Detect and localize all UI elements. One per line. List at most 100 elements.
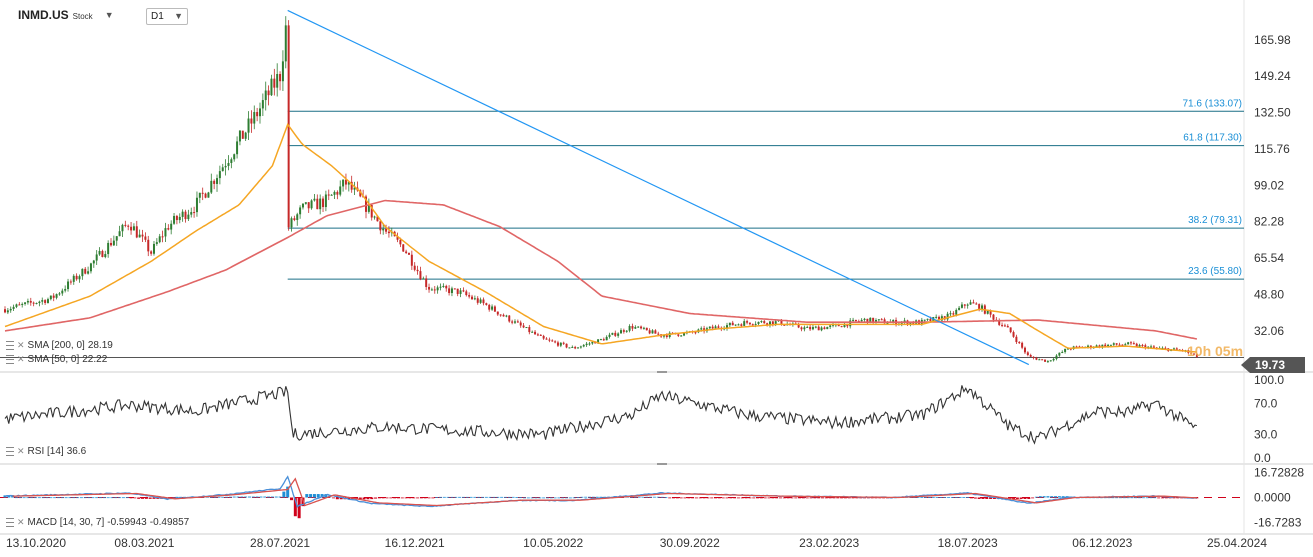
candle [124, 224, 127, 226]
timeframe-select[interactable]: D1 ▼ [146, 8, 188, 25]
macd-histogram-bar [37, 497, 41, 499]
fib-level-label: 71.6 (133.07) [1183, 98, 1243, 109]
macd-histogram-bar [1149, 497, 1153, 499]
candle [178, 216, 181, 221]
candle [379, 221, 382, 231]
macd-histogram-bar [286, 486, 290, 498]
candle [442, 285, 445, 287]
candle [565, 343, 568, 348]
sma200-line [4, 199, 1198, 340]
candle [158, 236, 161, 243]
candle [241, 130, 244, 139]
macd-histogram-bar [660, 496, 664, 498]
candle [545, 338, 548, 340]
macd-histogram-bar [836, 497, 840, 499]
close-icon[interactable]: ✕ [17, 354, 25, 364]
candle [975, 303, 978, 305]
candle [1075, 346, 1078, 348]
macd-histogram-bar [41, 497, 45, 499]
macd-histogram-bar [1027, 497, 1031, 499]
settings-icon[interactable] [6, 518, 14, 527]
candle [307, 202, 310, 209]
candle [118, 231, 121, 237]
close-icon[interactable]: ✕ [17, 446, 25, 456]
candle [193, 212, 196, 214]
candle [1138, 344, 1141, 347]
macd-histogram-bar [641, 496, 645, 498]
candle [350, 181, 353, 190]
candle [161, 236, 164, 238]
macd-histogram-bar [423, 497, 427, 499]
macd-histogram-bar [362, 497, 366, 500]
fib-level-label: 23.6 (55.80) [1188, 266, 1242, 277]
macd-histogram-bar [1134, 497, 1138, 499]
macd-histogram-bar [1065, 496, 1069, 498]
macd-histogram-bar [794, 497, 798, 499]
candle [296, 214, 299, 220]
indicator-sma200: ✕ SMA [200, 0] 28.19 [6, 340, 113, 351]
settings-icon[interactable] [6, 341, 14, 350]
candle [631, 326, 634, 329]
pane-resize-handle [657, 371, 667, 373]
candle [198, 192, 201, 198]
candle [522, 325, 525, 328]
candle [322, 198, 325, 208]
candle [141, 234, 144, 237]
macd-histogram-bar [947, 496, 951, 498]
candle [511, 321, 514, 323]
macd-histogram-bar [408, 497, 412, 499]
candle [1046, 361, 1049, 363]
candle [1018, 342, 1021, 344]
macd-histogram-bar [1145, 497, 1149, 499]
candle [579, 346, 582, 348]
candle [12, 306, 15, 309]
macd-histogram-bar [717, 497, 721, 499]
macd-histogram-bar [744, 497, 748, 499]
macd-histogram-bar [1050, 496, 1054, 498]
candle [167, 228, 170, 230]
macd-histogram-bar [966, 496, 970, 498]
candle [502, 314, 505, 317]
candle [471, 296, 474, 300]
macd-histogram-bar [931, 496, 935, 498]
candle [869, 317, 872, 324]
candle [1066, 348, 1069, 350]
candle [1006, 325, 1009, 328]
macd-histogram-bar [702, 497, 706, 499]
candle [877, 319, 880, 321]
candle [75, 275, 78, 280]
macd-histogram-bar [1126, 497, 1130, 499]
candle [717, 326, 720, 328]
candle [1087, 345, 1090, 347]
close-icon[interactable]: ✕ [17, 517, 25, 527]
macd-histogram-bar [821, 497, 825, 499]
macd-histogram-bar [912, 496, 916, 498]
candle [89, 263, 92, 272]
macd-histogram-bar [840, 497, 844, 499]
x-tick-label: 30.09.2022 [660, 536, 720, 550]
candle [1041, 359, 1044, 361]
chevron-down-icon[interactable]: ▼ [104, 10, 114, 20]
macd-histogram-bar [920, 496, 924, 498]
settings-icon[interactable] [6, 355, 14, 364]
candle [622, 330, 625, 332]
candle [817, 326, 820, 331]
candle [264, 90, 267, 101]
macd-histogram-bar [729, 497, 733, 499]
macd-histogram-bar [1046, 496, 1050, 498]
macd-histogram-bar [630, 496, 634, 498]
candle [892, 319, 895, 322]
macd-histogram-bar [500, 496, 504, 498]
symbol-header[interactable]: INMD.US Stock ▼ [18, 8, 114, 22]
macd-histogram-bar [473, 496, 477, 498]
close-icon[interactable]: ✕ [17, 340, 25, 350]
macd-histogram-bar [668, 497, 672, 499]
settings-icon[interactable] [6, 447, 14, 456]
candle [617, 333, 620, 336]
candle [448, 288, 451, 294]
candle [44, 300, 47, 303]
macd-histogram-bar [985, 497, 989, 499]
macd-histogram-bar [335, 497, 339, 500]
macd-histogram-bar [733, 497, 737, 499]
